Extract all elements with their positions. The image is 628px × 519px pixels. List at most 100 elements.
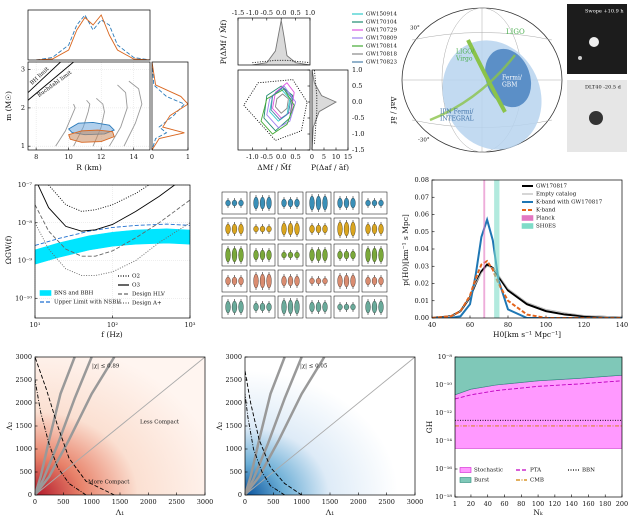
violin-body [316,196,321,210]
figure: LIGO LIGO/ Virgo Fermi/ GBM IPN Fermi/ I… [0,0,628,519]
x-tick-label: 12 [97,153,105,161]
y-tick-label: 0.04 [415,245,429,253]
violin-body [344,222,349,236]
legend-label: GW170817 [536,184,568,190]
image-caption: Swope +10.9 h [585,9,624,15]
legend-label: PTA [530,468,542,474]
x-tick-label: 140 [565,500,577,508]
x-tick-label: 0.0 [276,153,286,161]
line [36,15,150,60]
x-tick-label: 0 [310,153,314,161]
x-axis-label: ΔMf / M̄f [257,163,292,172]
line [252,20,310,65]
panel: 10¹10²10³10⁻⁷10⁻⁸10⁻⁹10⁻¹⁰f (Hz)ΩGW(f)BN… [4,147,196,339]
x-tick-label: 80 [504,321,512,329]
violin-body [288,199,293,207]
line [124,81,142,146]
x-tick-label: 40 [428,321,436,329]
x-tick-label: 80 [517,500,525,508]
violin-body [260,274,265,288]
series-group [244,80,307,141]
violin-body [267,226,272,232]
violin-body [323,225,328,233]
x-tick-label: -0.5 [261,153,274,161]
image-source [578,56,582,60]
violin-body [232,200,237,206]
violin-body [232,301,237,313]
legend-label: GW150914 [366,12,398,18]
violin-body [351,304,356,310]
violin-body [295,252,300,258]
legend-label: BBN [582,468,595,474]
annotation: Virgo [455,56,473,63]
x-tick-label: 100 [540,321,552,329]
y-tick-label: 10⁻¹⁶ [435,465,452,473]
violin-body [232,277,237,285]
x-tick-label: 40 [484,500,492,508]
violin-body [254,250,259,260]
annotation: Fermi/ [502,75,523,82]
y-tick-label: 10⁻¹² [435,409,452,417]
x-tick-label: 5 [322,153,326,161]
violin-body [282,223,287,235]
violin-body [344,304,349,310]
x-tick-label: 3000 [407,498,424,506]
panel: 12040608010012014016018020010⁻⁸10⁻¹⁰10⁻¹… [425,353,628,517]
x-tick-label: 200 [616,500,628,508]
violin-body [226,277,231,285]
panel [28,10,150,60]
violin-body [254,303,259,311]
violin-body [323,196,328,210]
x-tick-label: 0 [243,498,247,506]
y-tick-label: -1.5 [352,146,365,154]
violin-body [316,249,321,261]
violin-body [338,251,343,259]
violin-body [232,248,237,262]
x-tick-label: 120 [578,321,590,329]
violin-body [282,252,287,258]
x-tick-label: 2000 [140,498,157,506]
image-caption: DLT40 -20.5 d [585,85,622,91]
x-tick-label: 1 [453,500,457,508]
violin-body [366,224,371,234]
x-tick-label: 160 [582,500,594,508]
axes-frame [28,10,150,60]
x-tick-label: 10³ [185,321,196,329]
x-tick-label: 0.5 [290,9,300,17]
y-tick-label: 0.05 [415,228,429,236]
x-axis-label: P(Δaf / āf) [311,163,349,172]
line [275,94,288,113]
image-source [589,111,603,125]
violin-body [267,250,272,260]
annotation: INTEGRAL [440,116,474,123]
x-tick-label: -1.0 [246,9,259,17]
legend-label: GW170814 [366,44,398,50]
y-axis-label: P(ΔMf / M̄f) [219,20,228,65]
x-tick-label: 60 [500,500,508,508]
violin-body [338,198,343,208]
violin-body [310,278,315,284]
y-tick-label: 0 [28,491,32,499]
annotation: LIGO/ [456,49,475,56]
x-tick-label: 180 [599,500,611,508]
band [494,180,499,318]
y-tick-label: 10⁻⁷ [18,181,33,189]
violin-body [351,198,356,208]
violin-body [372,200,377,206]
violin-body [366,301,371,313]
y-tick-label: 3 [21,66,25,74]
legend-label: Design HLV [132,292,166,298]
legend-label: GW170823 [366,60,398,66]
violin-body [232,224,237,234]
y-tick-label: 0.07 [415,193,429,201]
x-tick-label: 15 [344,153,352,161]
series-group [152,62,188,150]
x-tick-label: 1000 [293,498,310,506]
legend-swatch [522,216,533,221]
violin-body [366,248,371,262]
violin-body [239,277,244,285]
y-tick-label: 500 [230,468,242,476]
violin-body [338,275,343,287]
panel: -1.5-1.0-0.50.00.51.0P(ΔMf / M̄f) [219,9,316,65]
